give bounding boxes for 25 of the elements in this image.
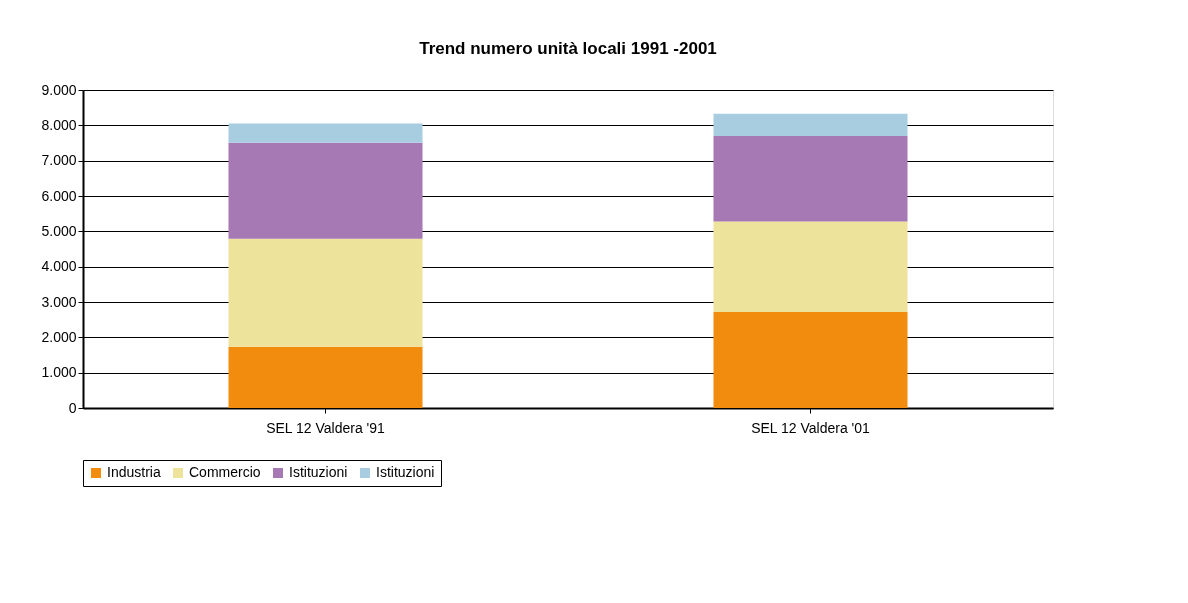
bar — [228, 123, 423, 143]
bar — [713, 135, 908, 222]
bar — [713, 311, 908, 408]
bar — [228, 142, 423, 239]
y-tick-label: 9.000 — [41, 81, 77, 98]
y-tick-label: 8.000 — [41, 116, 77, 133]
y-tick-label: 6.000 — [41, 187, 77, 204]
y-tick-label: 1.000 — [41, 364, 77, 381]
legend-label: Industria — [107, 464, 161, 480]
bar — [713, 113, 908, 136]
y-tick-label: 2.000 — [41, 328, 77, 345]
bar — [228, 346, 423, 408]
y-tick-label: 7.000 — [41, 152, 77, 169]
x-tick-label: SEL 12 Valdera '91 — [266, 419, 386, 436]
legend-label: Commercio — [189, 464, 261, 480]
y-tick-label: 5.000 — [41, 222, 77, 239]
legend-label: Istituzioni — [376, 464, 435, 480]
y-tick-label: 4.000 — [41, 258, 77, 275]
y-tick-label: 0 — [68, 399, 77, 416]
legend-label: Istituzioni — [289, 464, 348, 480]
bar — [228, 238, 423, 347]
chart-title: Trend numero unità locali 1991 -2001 — [419, 39, 717, 58]
x-tick-label: SEL 12 Valdera '01 — [751, 419, 871, 436]
bar — [713, 221, 908, 312]
y-tick-label: 3.000 — [41, 293, 77, 310]
